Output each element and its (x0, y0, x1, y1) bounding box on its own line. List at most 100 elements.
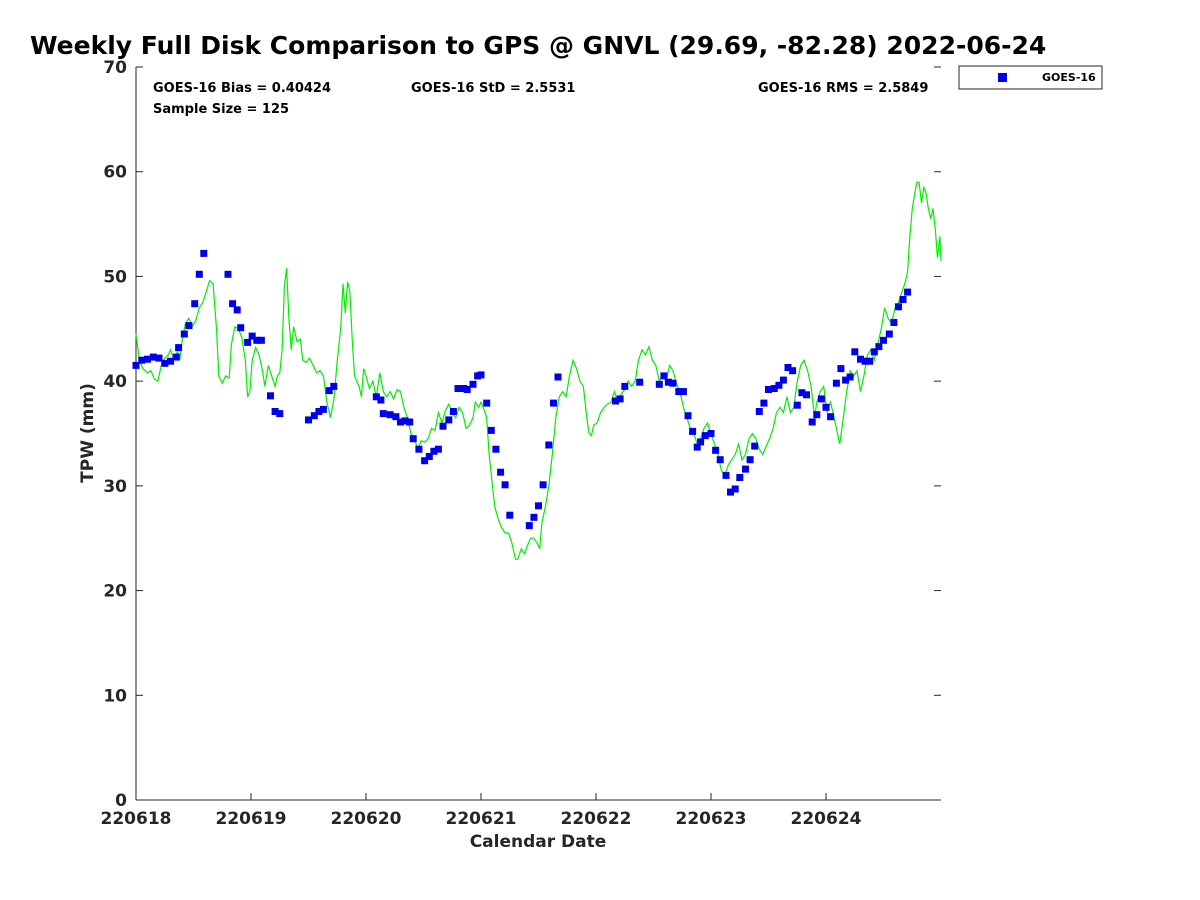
goes16-point (237, 324, 245, 332)
goes16-point (506, 511, 514, 519)
goes16-point (315, 408, 323, 415)
goes16-point (244, 338, 252, 346)
y-tick-label: 20 (103, 582, 127, 602)
goes16-point (655, 380, 663, 388)
goes16-point (861, 357, 869, 365)
goes16-point (689, 427, 697, 435)
goes16-point (138, 356, 146, 364)
goes16-point (501, 481, 509, 489)
goes16-point (675, 388, 683, 396)
goes16-point (832, 379, 840, 387)
goes16-point (813, 411, 821, 419)
goes16-point (636, 378, 644, 386)
goes16-point (191, 300, 199, 308)
y-tick-label: 50 (103, 267, 127, 287)
goes16-point (669, 379, 677, 387)
goes16-point (875, 343, 883, 351)
goes16-point (449, 408, 457, 415)
y-tick-label: 40 (103, 372, 127, 392)
goes16-point (803, 391, 810, 399)
goes16-point (149, 353, 157, 361)
goes16-point (172, 353, 180, 361)
legend-label-goes16: GOES-16 (1042, 71, 1096, 84)
goes16-point (305, 416, 312, 424)
goes16-point (319, 405, 327, 413)
y-axis-label: TPW (mm) (78, 383, 98, 483)
goes16-point (477, 371, 485, 379)
goes16-point (755, 408, 763, 415)
goes16-point (770, 385, 778, 392)
goes16-point (751, 442, 759, 450)
goes16-point (842, 376, 850, 384)
goes16-point (746, 456, 754, 464)
goes16-point (554, 373, 562, 381)
chart-title: Weekly Full Disk Comparison to GPS @ GNV… (30, 31, 1046, 60)
goes16-point (421, 457, 429, 465)
goes16-point (463, 386, 471, 393)
y-tick-label: 70 (103, 58, 127, 78)
goes16-point (175, 344, 183, 352)
goes16-point (454, 385, 462, 392)
goes16-point (487, 426, 495, 434)
gps-line (135, 181, 942, 560)
y-tick-label: 0 (115, 791, 127, 811)
goes16-point (736, 474, 744, 481)
y-tick-label: 10 (103, 686, 127, 706)
stat-bias: GOES-16 Bias = 0.40424 (153, 81, 331, 96)
stat-std: GOES-16 StD = 2.5531 (411, 81, 575, 96)
goes16-point (253, 336, 261, 344)
goes16-point (621, 382, 629, 390)
x-tick-label: 220620 (331, 809, 402, 829)
goes16-point (616, 395, 624, 403)
goes16-point (330, 382, 338, 390)
goes16-point (697, 438, 705, 446)
stat-rms: GOES-16 RMS = 2.5849 (758, 81, 928, 96)
goes16-point (439, 422, 447, 430)
goes16-point (271, 408, 279, 415)
goes16-point (837, 365, 845, 373)
goes16-point (185, 322, 193, 330)
x-ticks: 220618 220619 220620 220621 220622 220623 2206… (101, 793, 862, 829)
goes16-point (899, 296, 907, 303)
goes16-point (406, 418, 414, 426)
goes16-point (310, 412, 318, 420)
goes16-point (817, 395, 825, 403)
goes16-point (789, 367, 797, 375)
goes16-point (760, 399, 768, 407)
goes16-point (233, 306, 241, 314)
goes16-point (492, 445, 500, 453)
goes16-point (132, 361, 140, 369)
goes16-point (793, 401, 801, 409)
goes16-point (707, 430, 715, 437)
goes16-point (784, 364, 792, 371)
goes16-point (144, 355, 151, 363)
stats-annotations: GOES-16 Bias = 0.40424 Sample Size = 125… (153, 81, 928, 117)
goes16-point (497, 468, 505, 476)
goes16-point (248, 332, 256, 340)
goes16-point (445, 416, 453, 424)
goes16-point (392, 413, 400, 421)
plot-frame (136, 67, 941, 800)
goes16-point (386, 411, 394, 419)
x-tick-label: 220621 (446, 809, 517, 829)
goes16-point (857, 355, 864, 363)
goes16-point (525, 522, 533, 530)
goes16-point (434, 445, 442, 453)
goes16-point (885, 330, 893, 338)
goes16-point (716, 456, 724, 464)
goes16-point (664, 378, 672, 386)
goes16-point (550, 399, 557, 407)
legend-box (958, 65, 1103, 90)
y-tick-label: 60 (103, 163, 127, 183)
goes16-point (779, 376, 787, 384)
goes16-point (469, 380, 477, 388)
goes16-point (397, 418, 404, 426)
goes16-point (180, 330, 188, 338)
goes16-point (727, 488, 734, 496)
y-tick-label: 30 (103, 477, 127, 497)
goes16-point (827, 413, 835, 421)
legend-marker-goes16 (998, 73, 1007, 82)
goes16-point (870, 348, 878, 356)
goes16-point (195, 270, 203, 278)
stat-sample-size: Sample Size = 125 (153, 102, 289, 117)
